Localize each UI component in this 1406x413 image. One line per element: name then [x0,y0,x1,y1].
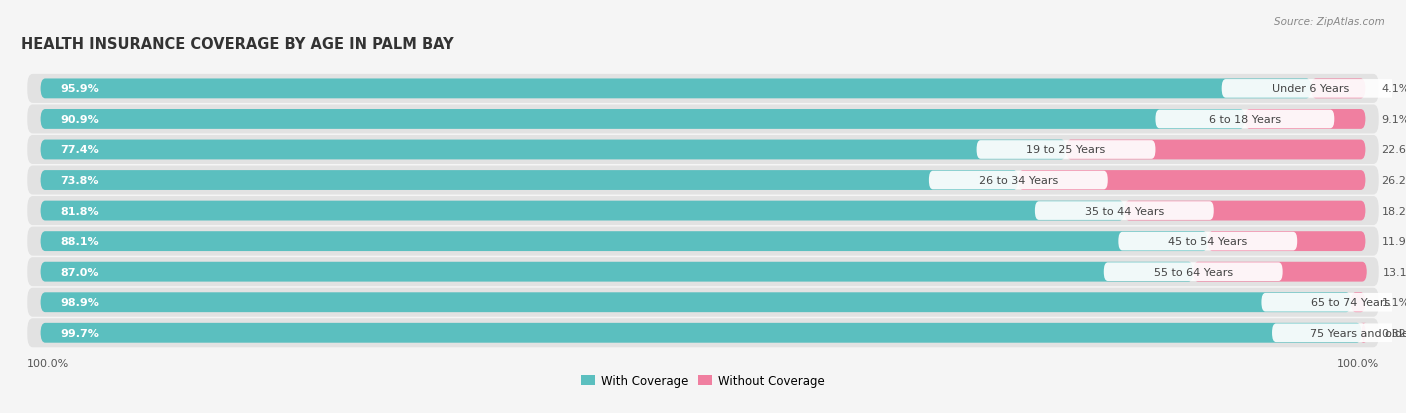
Text: 13.1%: 13.1% [1382,267,1406,277]
FancyBboxPatch shape [27,105,1379,134]
Text: 73.8%: 73.8% [60,176,98,185]
FancyBboxPatch shape [41,323,1361,343]
FancyBboxPatch shape [1312,79,1365,99]
Text: HEALTH INSURANCE COVERAGE BY AGE IN PALM BAY: HEALTH INSURANCE COVERAGE BY AGE IN PALM… [21,37,453,52]
FancyBboxPatch shape [27,166,1379,195]
Text: 26 to 34 Years: 26 to 34 Years [979,176,1057,185]
FancyBboxPatch shape [27,75,1379,104]
FancyBboxPatch shape [27,135,1379,165]
Text: 100.0%: 100.0% [27,358,69,368]
FancyBboxPatch shape [41,232,1208,252]
Text: 87.0%: 87.0% [60,267,98,277]
FancyBboxPatch shape [1035,202,1213,221]
Text: 1.1%: 1.1% [1381,297,1406,308]
FancyBboxPatch shape [27,258,1379,287]
Text: 99.7%: 99.7% [60,328,100,338]
Text: 75 Years and older: 75 Years and older [1309,328,1406,338]
FancyBboxPatch shape [1018,171,1365,190]
FancyBboxPatch shape [41,79,1312,99]
Text: 55 to 64 Years: 55 to 64 Years [1154,267,1233,277]
FancyBboxPatch shape [41,140,1066,160]
Text: 26.2%: 26.2% [1381,176,1406,185]
Text: 81.8%: 81.8% [60,206,98,216]
Text: Source: ZipAtlas.com: Source: ZipAtlas.com [1274,17,1385,26]
FancyBboxPatch shape [1244,110,1365,130]
FancyBboxPatch shape [977,141,1156,159]
FancyBboxPatch shape [41,292,1351,312]
Text: 100.0%: 100.0% [1337,358,1379,368]
FancyBboxPatch shape [41,201,1125,221]
Text: 45 to 54 Years: 45 to 54 Years [1168,237,1247,247]
Text: 88.1%: 88.1% [60,237,98,247]
Text: Under 6 Years: Under 6 Years [1272,84,1350,94]
Text: 65 to 74 Years: 65 to 74 Years [1312,297,1391,308]
FancyBboxPatch shape [1272,324,1406,342]
FancyBboxPatch shape [41,110,1244,130]
FancyBboxPatch shape [41,262,1194,282]
Text: 11.9%: 11.9% [1381,237,1406,247]
Text: 22.6%: 22.6% [1381,145,1406,155]
Text: 0.32%: 0.32% [1382,328,1406,338]
Text: 9.1%: 9.1% [1381,115,1406,125]
FancyBboxPatch shape [1351,292,1365,312]
Legend: With Coverage, Without Coverage: With Coverage, Without Coverage [576,370,830,392]
Text: 19 to 25 Years: 19 to 25 Years [1026,145,1105,155]
Text: 4.1%: 4.1% [1381,84,1406,94]
FancyBboxPatch shape [1194,262,1367,282]
Text: 35 to 44 Years: 35 to 44 Years [1084,206,1164,216]
FancyBboxPatch shape [27,227,1379,256]
FancyBboxPatch shape [1066,140,1365,160]
Text: 98.9%: 98.9% [60,297,100,308]
FancyBboxPatch shape [1222,80,1400,98]
Text: 95.9%: 95.9% [60,84,100,94]
FancyBboxPatch shape [1261,293,1406,312]
FancyBboxPatch shape [1208,232,1365,252]
FancyBboxPatch shape [41,171,1018,190]
FancyBboxPatch shape [929,171,1108,190]
Text: 90.9%: 90.9% [60,115,100,125]
Text: 6 to 18 Years: 6 to 18 Years [1209,115,1281,125]
FancyBboxPatch shape [1156,110,1334,129]
FancyBboxPatch shape [1361,323,1367,343]
FancyBboxPatch shape [1104,263,1282,281]
FancyBboxPatch shape [27,318,1379,347]
Text: 77.4%: 77.4% [60,145,100,155]
FancyBboxPatch shape [1118,232,1298,251]
FancyBboxPatch shape [27,288,1379,317]
Text: 18.2%: 18.2% [1381,206,1406,216]
FancyBboxPatch shape [27,197,1379,225]
FancyBboxPatch shape [1125,201,1365,221]
